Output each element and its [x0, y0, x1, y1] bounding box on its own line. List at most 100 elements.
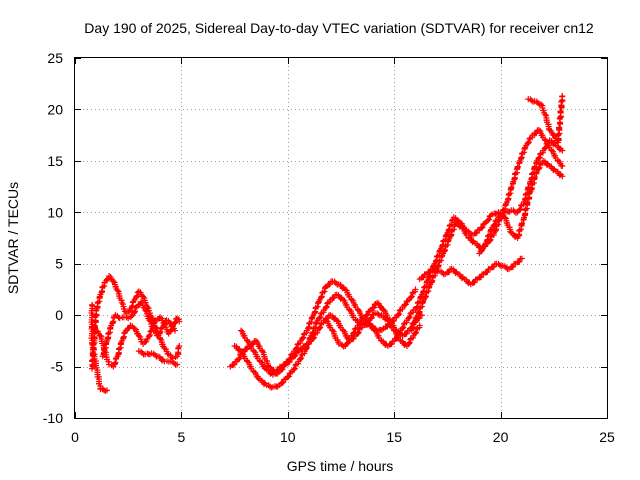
data-point-marker	[161, 321, 168, 328]
data-point-marker	[157, 328, 164, 335]
data-point-marker	[331, 294, 338, 301]
data-point-marker	[511, 208, 518, 215]
data-point-marker	[137, 298, 144, 305]
data-point-marker	[259, 348, 266, 355]
x-tick-label: 10	[280, 429, 296, 445]
data-point-marker	[525, 139, 532, 146]
data-point-marker	[525, 184, 532, 191]
data-point-marker	[292, 352, 299, 359]
series-trace-m	[525, 93, 566, 146]
data-point-marker	[517, 205, 524, 212]
data-point-marker	[316, 314, 323, 321]
data-point-marker	[538, 101, 545, 108]
data-point-marker	[310, 335, 317, 342]
data-point-marker	[408, 294, 415, 301]
data-point-marker	[536, 154, 543, 161]
data-point-marker	[485, 216, 492, 223]
data-point-marker	[176, 343, 183, 349]
data-point-marker	[393, 334, 400, 341]
data-point-marker	[135, 332, 142, 339]
data-point-marker	[393, 335, 400, 342]
data-point-marker	[522, 206, 529, 213]
data-point-marker	[167, 320, 174, 327]
data-point-marker	[172, 327, 179, 334]
data-point-marker	[235, 355, 242, 362]
y-tick-label: 0	[55, 307, 63, 323]
data-point-marker	[339, 342, 346, 349]
data-point-marker	[114, 287, 121, 294]
data-point-marker	[446, 268, 453, 275]
data-point-marker	[420, 274, 427, 281]
y-tick-label: -10	[43, 410, 63, 426]
data-point-marker	[471, 279, 478, 286]
data-point-marker	[291, 366, 298, 373]
data-point-marker	[509, 263, 516, 270]
data-point-marker	[266, 383, 273, 390]
data-point-marker	[388, 340, 395, 347]
data-point-marker	[514, 163, 521, 170]
x-tick-label: 25	[599, 429, 615, 445]
data-point-marker	[176, 318, 183, 325]
data-point-marker	[426, 268, 433, 275]
data-point-marker	[484, 268, 491, 275]
data-point-marker	[126, 308, 133, 315]
data-point-marker	[556, 124, 563, 131]
data-point-marker	[358, 319, 365, 326]
data-point-marker	[156, 329, 163, 336]
data-point-marker	[326, 281, 333, 288]
data-point-marker	[316, 324, 323, 331]
data-point-marker	[350, 330, 357, 337]
data-point-marker	[416, 322, 423, 329]
data-point-marker	[140, 293, 147, 300]
data-point-marker	[479, 247, 486, 254]
data-point-marker	[128, 313, 135, 320]
data-point-marker	[299, 346, 306, 353]
data-point-marker	[559, 173, 566, 180]
data-point-marker	[491, 222, 498, 229]
data-point-marker	[412, 286, 419, 293]
data-point-marker	[243, 346, 250, 353]
data-point-marker	[473, 229, 480, 236]
data-point-marker	[305, 340, 312, 347]
data-point-marker	[400, 324, 407, 331]
axis-ticks: 0 5 10 15 20 25 -10 -5 0 5 10 15 20 25	[43, 50, 615, 445]
data-point-marker	[146, 332, 153, 339]
y-tick-label: -5	[51, 359, 64, 375]
data-point-marker	[559, 163, 566, 169]
series-outliers	[88, 301, 110, 395]
data-point-marker	[406, 340, 413, 347]
series-trace-l	[476, 137, 566, 257]
data-point-marker	[148, 314, 155, 321]
data-point-marker	[406, 339, 413, 346]
x-tick-label: 0	[71, 429, 79, 445]
data-point-marker	[144, 303, 151, 310]
data-point-marker	[412, 330, 419, 337]
data-point-marker	[133, 293, 140, 300]
x-tick-label: 20	[493, 429, 509, 445]
data-point-marker	[516, 206, 523, 213]
data-point-marker	[344, 340, 351, 347]
y-tick-label: 20	[47, 101, 63, 117]
data-point-marker	[279, 366, 286, 373]
data-point-marker	[518, 255, 525, 262]
data-point-marker	[496, 262, 503, 269]
data-point-marker	[89, 340, 96, 347]
data-point-marker	[542, 111, 549, 118]
x-tick-label: 5	[178, 429, 186, 445]
data-point-marker	[408, 293, 415, 300]
data-point-marker	[542, 144, 549, 151]
data-point-marker	[402, 301, 409, 308]
data-point-marker	[399, 324, 406, 331]
data-point-marker	[559, 147, 566, 154]
chart-title: Day 190 of 2025, Sidereal Day-to-day VTE…	[84, 20, 594, 36]
data-point-marker	[172, 319, 179, 326]
data-point-marker	[478, 274, 485, 281]
grid	[75, 58, 607, 418]
data-point-marker	[528, 97, 535, 104]
data-point-marker	[479, 224, 486, 231]
data-point-marker	[375, 311, 382, 318]
data-point-marker	[406, 313, 413, 320]
data-point-marker	[146, 331, 153, 338]
data-point-marker	[297, 355, 304, 362]
